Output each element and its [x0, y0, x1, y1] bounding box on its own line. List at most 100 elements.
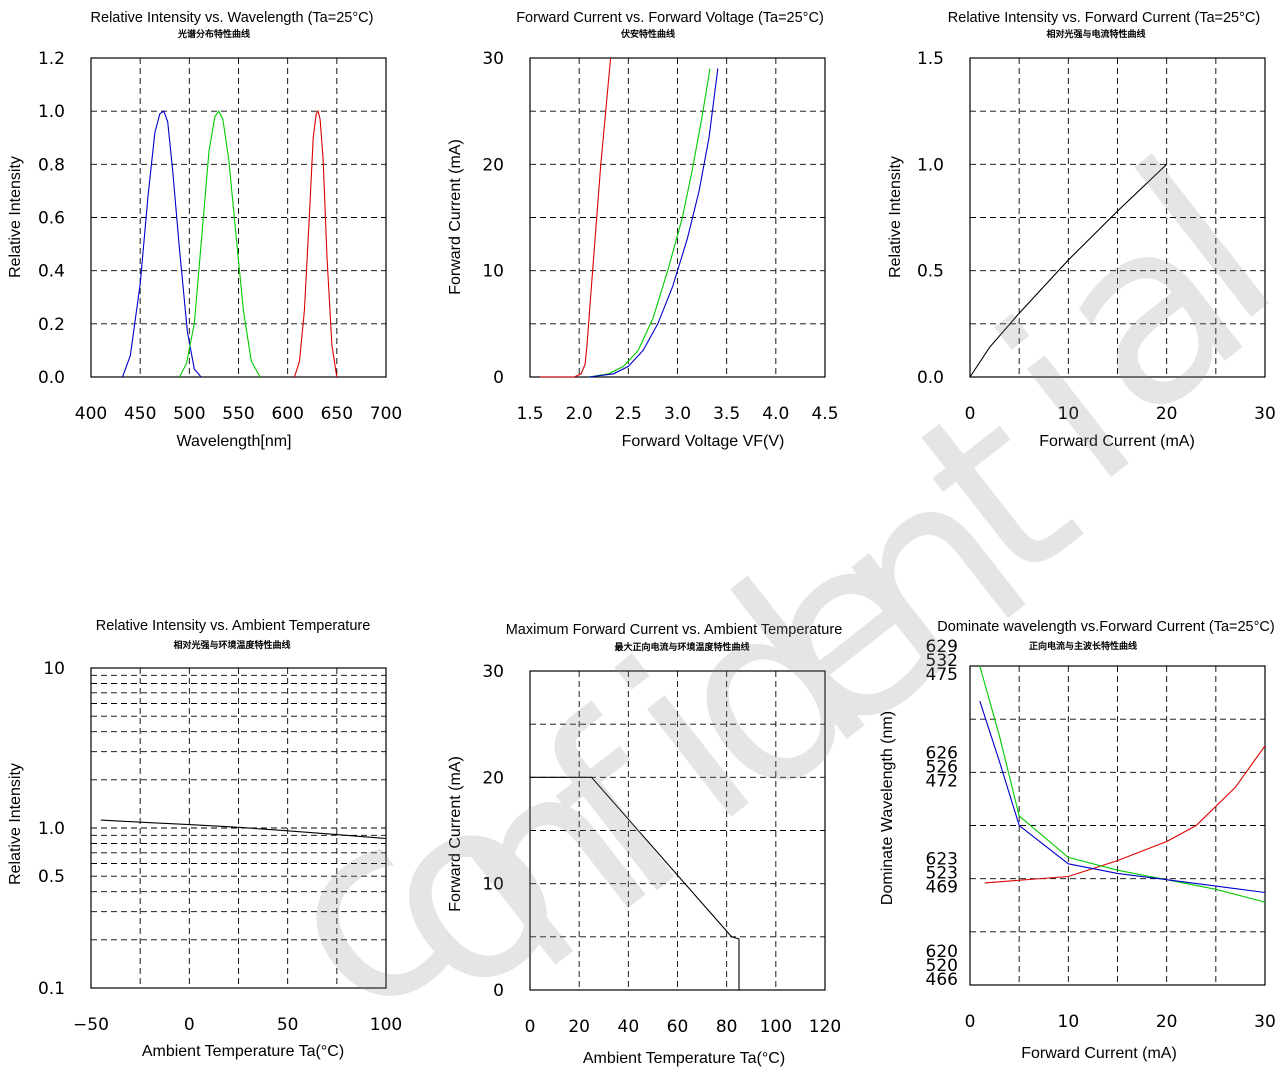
y-tick-label: 1.2: [38, 49, 65, 69]
series-line-3: [293, 109, 338, 378]
y-tick-label: 0.4: [38, 262, 65, 282]
y-tick-label: 10: [43, 659, 65, 679]
series-line-3: [588, 68, 719, 378]
y-tick-label: 20: [482, 155, 504, 175]
y-tick-label: 626: [926, 743, 958, 763]
gridlines: [91, 668, 386, 988]
plot-frame: [529, 57, 826, 378]
plot-frame: [90, 667, 387, 989]
x-tick-label: 0: [965, 404, 976, 424]
x-tick-label: 60: [667, 1017, 689, 1037]
y-tick-label: 623: [926, 850, 958, 870]
x-tick-label: 2.0: [566, 404, 593, 424]
x-tick-label: 20: [568, 1017, 590, 1037]
x-tick-label: 550: [222, 404, 254, 424]
y-tick-label: 629: [926, 637, 958, 657]
chart-subtitle: 伏安特性曲线: [621, 28, 675, 39]
y-axis-label: Forward Current (mA): [447, 756, 464, 912]
chart-subtitle: 最大正向电流与环境温度特性曲线: [614, 641, 749, 652]
y-tick-label: 523: [926, 864, 958, 884]
x-tick-label: −50: [73, 1015, 109, 1035]
gridlines: [530, 671, 825, 990]
y-tick-label: 0.1: [38, 979, 65, 999]
x-tick-label: 400: [75, 404, 107, 424]
x-tick-label: 100: [760, 1017, 792, 1037]
x-tick-label: 10: [1058, 1012, 1080, 1032]
y-tick-label: 0: [493, 981, 504, 1001]
y-tick-label: 520: [926, 956, 958, 976]
y-tick-label: 620: [926, 942, 958, 962]
y-tick-label: 30: [482, 662, 504, 682]
chart-1: 400 450 500 550 600 650 700 0.0 0.2 0.4 0.6 0.8 1.0 1…: [7, 10, 402, 450]
y-tick-label: 0.5: [917, 262, 944, 282]
y-axis-label: Dominate Wavelength (nm): [879, 711, 896, 905]
x-tick-label: 700: [370, 404, 402, 424]
chart-5: 0 20 40 60 80 100 120 0 10 20 30 Maximum Forward Cu…: [447, 622, 842, 1067]
y-tick-label: 0.0: [917, 368, 944, 388]
x-tick-label: 500: [173, 404, 205, 424]
y-tick-label: 0.0: [38, 368, 65, 388]
x-axis-label: Wavelength[nm]: [176, 433, 291, 450]
x-tick-label: 80: [716, 1017, 738, 1037]
y-tick-label: 526: [926, 757, 958, 777]
gridlines: [91, 58, 386, 377]
chart-title: Relative Intensity vs. Wavelength (Ta=25…: [91, 10, 374, 26]
x-tick-label: 4.0: [762, 404, 789, 424]
x-tick-label: 2.5: [615, 404, 642, 424]
y-tick-label: 10: [482, 875, 504, 895]
y-axis-label: Relative Intensity: [7, 156, 24, 278]
x-tick-label: 650: [321, 404, 353, 424]
plot-frame: [90, 57, 387, 378]
x-tick-label: 4.5: [811, 404, 838, 424]
y-tick-label: 10: [482, 262, 504, 282]
series-line-1: [539, 57, 612, 378]
y-axis-label: Relative Intensity: [7, 763, 24, 885]
chart-title: Relative Intensity vs. Ambient Temperatu…: [96, 618, 371, 634]
x-tick-label: 0: [965, 1012, 976, 1032]
x-tick-label: 450: [124, 404, 156, 424]
x-tick-label: 0: [184, 1015, 195, 1035]
chart-title: Relative Intensity vs. Forward Current (…: [948, 10, 1260, 26]
series-line-1: [100, 819, 387, 840]
y-tick-label: 0.8: [38, 155, 65, 175]
series-line-2: [979, 665, 1266, 903]
series-line-2: [179, 110, 261, 378]
x-axis-label: Forward Current (mA): [1039, 433, 1195, 450]
y-tick-label: 472: [926, 771, 958, 791]
x-tick-label: 0: [525, 1017, 536, 1037]
y-tick-label: 1.0: [38, 102, 65, 122]
chart-subtitle: 相对光强与电流特性曲线: [1046, 28, 1145, 39]
series-line-1: [984, 745, 1266, 884]
chart-4: −50 0 50 100 0.1 0.5 1.0 10 Relative Intensity v…: [7, 618, 402, 1060]
y-tick-label: 469: [926, 878, 958, 898]
x-tick-label: 600: [271, 404, 303, 424]
x-tick-label: 100: [370, 1015, 402, 1035]
y-tick-label: 532: [926, 651, 958, 671]
series-line-3: [979, 700, 1266, 894]
chart-title: Forward Current vs. Forward Voltage (Ta=…: [516, 10, 824, 26]
series-line-1: [121, 110, 202, 378]
x-tick-label: 30: [1254, 404, 1276, 424]
y-tick-label: 0.6: [38, 209, 65, 229]
y-tick-label: 1.0: [917, 155, 944, 175]
x-tick-label: 3.5: [713, 404, 740, 424]
plot-frame: [969, 57, 1266, 378]
y-tick-label: 466: [926, 970, 958, 990]
y-tick-label: 0.2: [38, 315, 65, 335]
y-tick-label: 20: [482, 768, 504, 788]
chart-title: Maximum Forward Current vs. Ambient Temp…: [506, 622, 843, 638]
x-axis-label: Forward Voltage VF(V): [622, 433, 785, 450]
x-tick-label: 10: [1058, 404, 1080, 424]
chart-3: 0 10 20 30 0.0 0.5 1.0 1.5 Relative Intensity vs…: [887, 10, 1276, 450]
chart-subtitle: 光谱分布特性曲线: [177, 28, 250, 39]
x-tick-label: 3.0: [664, 404, 691, 424]
series-line-1: [969, 163, 1168, 378]
gridlines: [970, 58, 1265, 377]
chart-subtitle: 相对光强与环境温度特性曲线: [173, 639, 290, 650]
x-tick-label: 1.5: [516, 404, 543, 424]
y-tick-label: 475: [926, 665, 958, 685]
x-axis-label: Forward Current (mA): [1021, 1045, 1177, 1062]
